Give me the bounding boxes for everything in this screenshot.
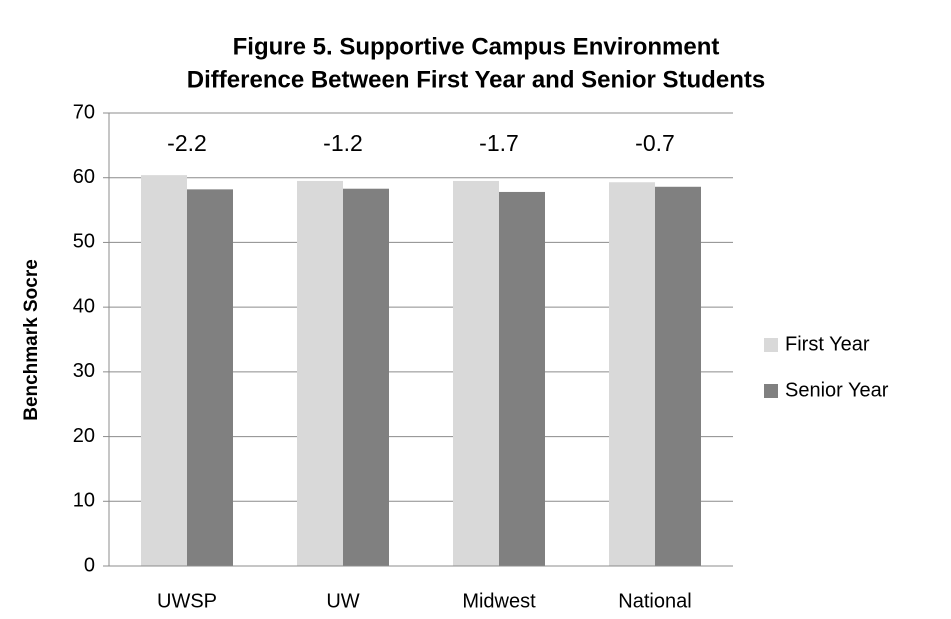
y-tick-label: 50 [73,231,95,253]
x-tick-label: National [618,590,691,612]
bar [297,180,343,566]
bar [141,175,187,566]
y-tick-label: 30 [73,360,95,382]
bar [453,180,499,566]
bar [499,191,545,567]
bar [343,188,389,567]
chart-title: Figure 5. Supportive Campus Environment [233,33,720,60]
legend-swatch [764,338,778,352]
y-tick-label: 20 [73,425,95,447]
x-tick-label: UW [326,590,359,612]
y-tick-label: 0 [84,554,95,576]
y-tick-label: 70 [73,101,95,123]
y-tick-label: 10 [73,490,95,512]
y-tick-label: 40 [73,295,95,317]
annotation: -1.7 [479,130,519,156]
annotation: -2.2 [167,130,207,156]
legend-label: Senior Year [785,379,889,401]
bar [609,182,655,566]
annotation: -1.2 [323,130,363,156]
bar [187,189,233,566]
y-tick-label: 60 [73,166,95,188]
annotation: -0.7 [635,130,675,156]
x-tick-label: UWSP [157,590,217,612]
bar [655,186,701,566]
chart-subtitle: Difference Between First Year and Senior… [187,66,765,93]
x-tick-label: Midwest [462,590,536,612]
legend-label: First Year [785,333,870,355]
y-axis-label: Benchmark Socre [21,259,42,421]
legend-swatch [764,384,778,398]
